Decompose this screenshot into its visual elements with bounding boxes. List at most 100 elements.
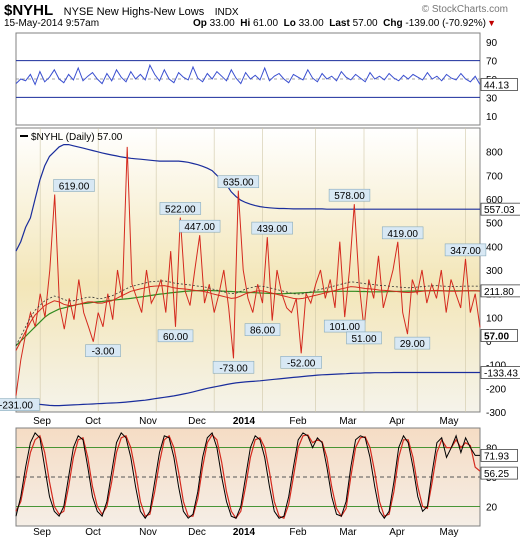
annotation-text: 635.00 <box>223 178 254 189</box>
price-annotation: 635.00 <box>217 175 260 189</box>
stoch-x-label: Dec <box>188 527 206 538</box>
upper-band-flag-box <box>480 202 520 216</box>
price-tick-label: 400 <box>486 242 503 253</box>
stoch-x-label: May <box>440 527 459 538</box>
annotation-box <box>178 219 221 233</box>
stoch-d-flag-box <box>480 466 518 480</box>
hi-label: Hi <box>240 18 251 29</box>
price-annotation: 447.00 <box>178 219 221 233</box>
price-series-upper-band <box>15 144 480 252</box>
price-annotation: 522.00 <box>159 202 202 215</box>
price-annotation: 619.00 <box>53 179 95 193</box>
price-tick-label: 800 <box>486 148 503 159</box>
price-dotted-line <box>15 280 481 346</box>
mid-flag-text: 211.80 <box>484 287 514 298</box>
annotation-text: 60.00 <box>163 332 188 343</box>
rsi-tick-label: 70 <box>486 57 498 68</box>
price-annotation: -3.00 <box>85 344 121 358</box>
chart-header: $NYHL NYSE New Highs-New Lows INDX © Sto… <box>4 2 516 19</box>
lo-value: 33.00 <box>298 18 324 29</box>
source-credit: © StockCharts.com <box>421 4 508 15</box>
annotation-text: 101.00 <box>329 322 360 333</box>
annotation-box <box>323 319 366 333</box>
price-x-label: Feb <box>289 416 307 427</box>
price-annotation: -231.00 <box>0 398 40 412</box>
stoch-d-flag-text: 56.25 <box>484 469 509 480</box>
stoch-k-line <box>15 431 480 520</box>
annotation-text: 447.00 <box>184 222 215 233</box>
stoch-d-line <box>15 433 481 520</box>
price-annotation: -52.00 <box>280 356 322 369</box>
quote-bar: 15-May-2014 9:57am Op 33.00 Hi 61.00 Lo … <box>4 18 516 31</box>
rsi-last-flag-text: 44.13 <box>484 81 509 92</box>
stoch-x-label: Apr <box>389 527 405 538</box>
last-flag-text: 57.00 <box>484 332 509 343</box>
annotation-text: -231.00 <box>0 401 33 412</box>
price-x-label: Dec <box>188 416 206 427</box>
annotation-text: -3.00 <box>92 347 115 358</box>
stoch-x-label: 2014 <box>233 527 256 538</box>
price-x-label: May <box>440 416 459 427</box>
price-annotation: 29.00 <box>394 336 431 350</box>
stoch-x-label: Nov <box>139 527 157 538</box>
lower-band-flag-box <box>480 366 520 379</box>
down-arrow-icon: ▼ <box>487 18 496 28</box>
annotation-text: 522.00 <box>165 204 196 215</box>
stoch-tick-label: 20 <box>486 502 498 513</box>
annotation-text: 578.00 <box>334 191 365 202</box>
annotation-box <box>0 398 40 411</box>
annotation-box <box>244 323 281 336</box>
annotation-box <box>85 344 121 358</box>
price-tick-label: 300 <box>486 266 503 277</box>
mid-flag-box <box>480 284 520 298</box>
annotation-box <box>381 226 424 240</box>
price-x-label: Nov <box>139 416 157 427</box>
lower-band-flag-text: -133.43 <box>484 369 518 380</box>
index-tag: INDX <box>214 7 239 18</box>
quote-datetime: 15-May-2014 9:57am <box>4 18 100 29</box>
price-x-label: 2014 <box>233 416 256 427</box>
last-label: Last <box>329 18 350 29</box>
price-x-label: Mar <box>339 416 357 427</box>
price-tick-label: -200 <box>486 384 506 395</box>
annotation-text: 86.00 <box>250 326 275 337</box>
upper-band-flag-text: 557.03 <box>484 205 515 216</box>
price-x-label: Apr <box>389 416 405 427</box>
annotation-text: -52.00 <box>287 358 316 369</box>
annotation-box <box>328 188 371 202</box>
stoch-x-label: Sep <box>33 527 51 538</box>
last-value: 57.00 <box>352 18 378 29</box>
price-annotation: 60.00 <box>157 329 194 343</box>
rsi-line <box>15 63 481 86</box>
rsi-tick-label: 30 <box>486 93 498 104</box>
price-tick-label: 0 <box>486 337 492 348</box>
stoch-k-flag: 71.93 <box>480 449 518 462</box>
price-tick-label: 700 <box>486 171 503 182</box>
price-annotation: -73.00 <box>212 360 255 374</box>
chg-label: Chg <box>383 18 403 29</box>
op-value: 33.00 <box>209 18 235 29</box>
upper-band-flag: 557.03 <box>480 202 520 216</box>
rsi-tick-label: 10 <box>486 112 498 123</box>
price-annotation: 419.00 <box>381 226 424 240</box>
price-x-label: Sep <box>33 416 51 427</box>
price-tick-label: -100 <box>486 361 506 372</box>
rsi-tick-label: 90 <box>486 38 498 49</box>
annotation-text: 619.00 <box>59 182 90 193</box>
stoch-x-label: Mar <box>339 527 357 538</box>
price-tick-label: 100 <box>486 313 503 324</box>
annotation-text: 29.00 <box>400 339 425 350</box>
price-annotation: 439.00 <box>251 221 293 235</box>
rsi-last-flag-box <box>480 78 518 91</box>
price-series-lower-band <box>15 371 480 407</box>
chg-value: -139.00 (-70.92%) <box>405 18 486 29</box>
legend-text: $NYHL (Daily) 57.00 <box>31 132 123 143</box>
price-tick-label: -300 <box>486 408 506 419</box>
op-label: Op <box>192 18 207 29</box>
price-tick-label: 600 <box>486 195 503 206</box>
last-flag-box <box>480 329 518 342</box>
lo-label: Lo <box>283 18 296 29</box>
annotation-box <box>280 356 322 369</box>
lower-band-flag: -133.43 <box>480 366 520 380</box>
